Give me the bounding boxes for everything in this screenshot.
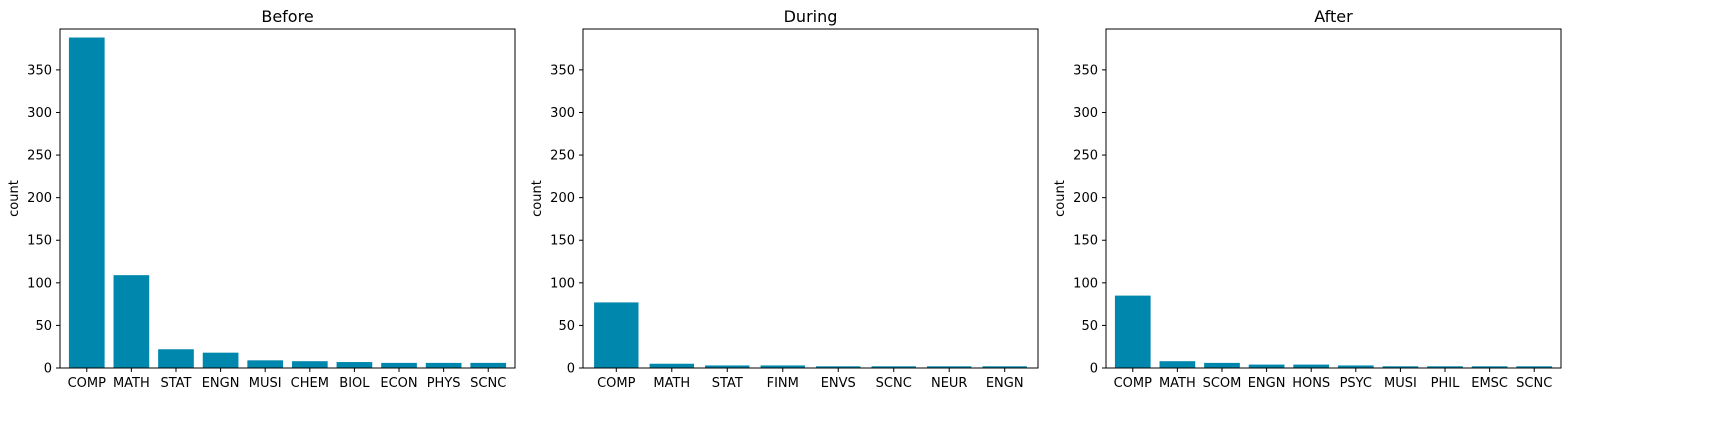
x-tick-label: CHEM <box>291 376 329 391</box>
y-tick-label: 250 <box>27 149 52 164</box>
bar-math <box>113 275 150 368</box>
y-tick-label: 300 <box>550 106 575 121</box>
x-tick-label: MATH <box>653 376 690 391</box>
x-tick-label: MUSI <box>1384 376 1417 391</box>
chart-title: During <box>784 7 838 26</box>
panel-after: COMP MATH SCOM ENGN HONS PSYC MUSI PHIL EMSC SCNC… <box>1053 7 1562 391</box>
bar-comp <box>594 302 639 368</box>
y-tick-label: 100 <box>1073 276 1098 291</box>
bar-stat <box>705 365 750 368</box>
x-tick-label: PHYS <box>427 376 461 391</box>
y-axis-label: count <box>530 180 545 217</box>
bar-scnc <box>871 366 916 368</box>
bar-finm <box>760 365 805 368</box>
x-tick-label: ENVS <box>821 376 856 391</box>
y-tick-label: 0 <box>567 362 575 377</box>
panel-before: COMP MATH STAT ENGN MUSI CHEM BIOL ECON PHYS SCNC… <box>7 7 516 391</box>
x-tick-label: COMP <box>68 376 107 391</box>
bar-math <box>1159 361 1196 368</box>
x-tick-label: MATH <box>1159 376 1196 391</box>
y-tick-label: 50 <box>1081 319 1098 334</box>
bar-engn <box>982 366 1027 368</box>
bar-neur <box>927 366 972 368</box>
bar-chem <box>291 361 328 368</box>
x-tick-label: ECON <box>380 376 417 391</box>
bar-biol <box>336 362 373 368</box>
axes-frame <box>582 28 1039 369</box>
x-tick-label: BIOL <box>339 376 370 391</box>
y-tick-label: 350 <box>1073 63 1098 78</box>
bar-math <box>649 363 694 368</box>
x-tick-label: ENGN <box>202 376 240 391</box>
axes-frame <box>59 28 516 369</box>
bar-scom <box>1204 362 1240 368</box>
y-tick-label: 150 <box>27 234 52 249</box>
bar-comp <box>68 37 105 369</box>
y-tick-label: 200 <box>1073 191 1098 206</box>
x-tick-label: SCNC <box>1516 376 1552 391</box>
x-tick-label: COMP <box>1114 376 1153 391</box>
chart-title: Before <box>261 7 313 26</box>
bar-psyc <box>1337 365 1374 368</box>
y-tick-label: 250 <box>1073 149 1098 164</box>
y-tick-label: 250 <box>550 149 575 164</box>
x-tick-label: ENGN <box>1248 376 1286 391</box>
y-axis-label: count <box>7 180 22 217</box>
y-tick-label: 150 <box>550 234 575 249</box>
y-tick-label: 300 <box>1073 106 1098 121</box>
x-tick-label: SCOM <box>1203 376 1242 391</box>
x-tick-label: PSYC <box>1340 376 1372 391</box>
x-tick-label: COMP <box>597 376 636 391</box>
bar-comp <box>1114 295 1151 368</box>
bar-emsc <box>1471 366 1508 368</box>
panel-during: COMP MATH STAT FINM ENVS SCNC NEUR ENGN 0 50 100 15… <box>530 7 1039 391</box>
bar-phil <box>1427 366 1463 368</box>
bar-musi <box>1382 366 1419 368</box>
x-tick-label: SCNC <box>876 376 912 391</box>
bar-stat <box>158 349 194 368</box>
y-tick-label: 350 <box>27 63 52 78</box>
y-tick-label: 100 <box>27 276 52 291</box>
axes-frame <box>1105 28 1562 369</box>
y-tick-label: 350 <box>550 63 575 78</box>
bar-econ <box>381 362 417 368</box>
y-axis-label: count <box>1053 180 1068 217</box>
bar-scnc <box>1516 366 1553 368</box>
bar-envs <box>816 366 861 368</box>
x-tick-label: MUSI <box>249 376 282 391</box>
x-tick-label: HONS <box>1292 376 1330 391</box>
bar-musi <box>247 360 284 368</box>
chart-title: After <box>1314 7 1353 26</box>
x-tick-label: FINM <box>767 376 799 391</box>
y-tick-label: 100 <box>550 276 575 291</box>
x-tick-label: PHIL <box>1431 376 1460 391</box>
y-tick-label: 150 <box>1073 234 1098 249</box>
x-tick-label: STAT <box>160 376 191 391</box>
y-tick-label: 50 <box>35 319 52 334</box>
bar-engn <box>202 352 239 368</box>
y-tick-label: 200 <box>550 191 575 206</box>
x-tick-label: STAT <box>712 376 743 391</box>
bar-hons <box>1293 364 1330 368</box>
y-tick-label: 200 <box>27 191 52 206</box>
x-tick-label: SCNC <box>470 376 506 391</box>
bar-phys <box>425 362 462 368</box>
x-tick-label: NEUR <box>931 376 968 391</box>
y-tick-label: 300 <box>27 106 52 121</box>
x-tick-label: ENGN <box>986 376 1024 391</box>
y-tick-label: 0 <box>1090 362 1098 377</box>
x-tick-label: EMSC <box>1471 376 1508 391</box>
x-tick-label: MATH <box>113 376 150 391</box>
bar-engn <box>1248 364 1285 368</box>
y-tick-label: 0 <box>44 362 52 377</box>
bar-scnc <box>470 362 507 368</box>
y-tick-label: 50 <box>558 319 575 334</box>
